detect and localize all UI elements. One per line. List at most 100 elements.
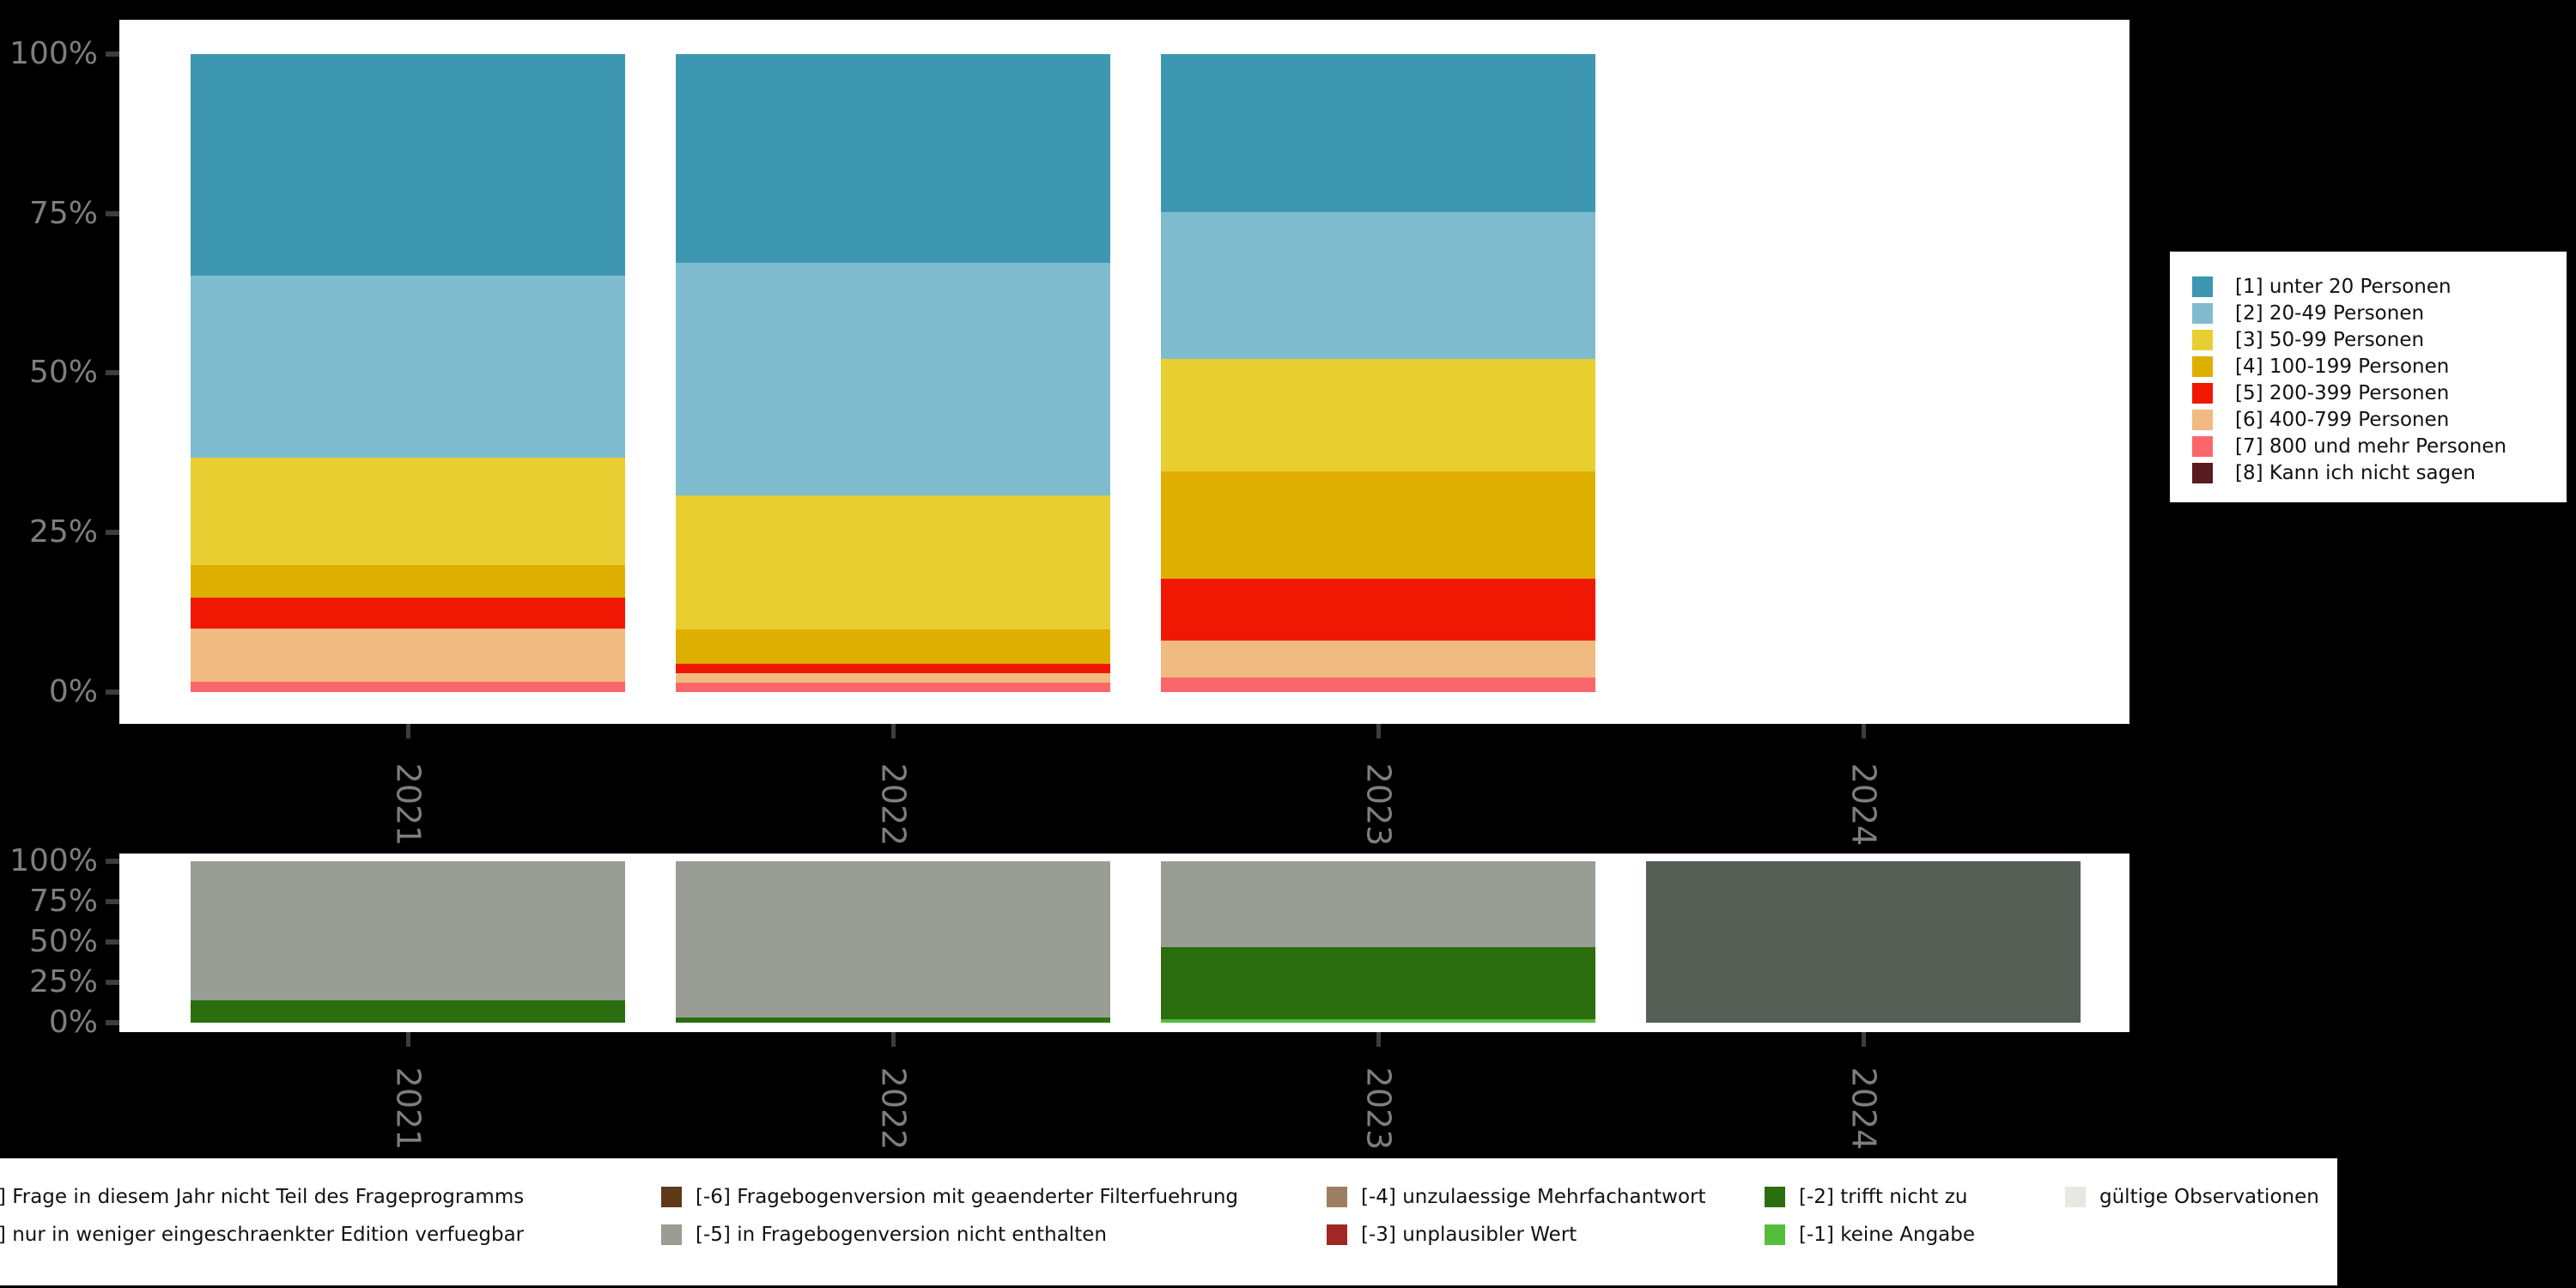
x-tick-label-2023: 2023 (1314, 740, 1443, 869)
legend-item-label: [4] 100-199 Personen (2235, 355, 2450, 378)
legend-item-label: [2] 20-49 Personen (2235, 302, 2425, 325)
bar-segment-2023-5 (1161, 578, 1595, 641)
bar-missing-values-2022 (676, 861, 1110, 1023)
bar-segment-2021-2 (191, 275, 625, 459)
y-tick-mark (106, 1020, 119, 1025)
x-tick-label-2024: 2024 (1799, 1044, 1928, 1173)
x-tick-label-text: 2022 (874, 1066, 912, 1151)
legend-item-label: [1] unter 20 Personen (2235, 276, 2451, 298)
bar-segment-2022--5 (676, 861, 1110, 1018)
x-tick-mark (1862, 724, 1866, 738)
legend-swatch (2192, 356, 2213, 377)
legend-item-label: gültige Observationen (2099, 1186, 2319, 1208)
bar-segment-2023-3 (1161, 359, 1595, 471)
legend-swatch (2065, 1187, 2086, 1207)
y-tick-mark (106, 939, 119, 945)
legend-item: [7] 800 und mehr Personen (2170, 434, 2567, 460)
main-legend: [1] unter 20 Personen [2] 20-49 Personen [… (2170, 252, 2567, 502)
x-tick-label-text: 2023 (1359, 762, 1397, 847)
y-tick-label: 50% (28, 924, 98, 959)
x-tick-mark (1862, 1032, 1866, 1047)
legend-item: [2] 20-49 Personen (2170, 301, 2567, 327)
legend-item-label: [-4] unzulaessige Mehrfachantwort (1361, 1186, 1706, 1208)
y-tick-mark (106, 899, 119, 904)
legend-item: [6] 400-799 Personen (2170, 407, 2567, 434)
answer-distribution-panel (119, 20, 2129, 724)
x-tick-label-text: 2022 (874, 762, 912, 847)
legend-item-label: [8] Kann ich nicht sagen (2235, 462, 2476, 484)
y-tick-mark (106, 211, 119, 216)
legend-swatch (2192, 436, 2213, 457)
x-tick-label-text: 2023 (1359, 1066, 1397, 1151)
y-tick-label: 100% (9, 36, 98, 71)
bar-segment-2023-6 (1161, 640, 1595, 677)
bar-answer-distribution-2021 (191, 54, 625, 692)
legend-item-label: [5] 200-399 Personen (2235, 382, 2450, 404)
legend-swatch (1765, 1187, 1785, 1207)
legend-item-label: [-5] in Fragebogenversion nicht enthalte… (696, 1224, 1107, 1246)
bar-segment-2023-7 (1161, 677, 1595, 692)
bar-segment-2023-2 (1161, 212, 1595, 360)
legend-item-label: [7] 800 und mehr Personen (2235, 435, 2507, 458)
bar-segment-2022-5 (676, 663, 1110, 673)
legend-item: [4] 100-199 Personen (2170, 354, 2567, 380)
missing-values-panel (119, 854, 2129, 1032)
bar-segment-2021--5 (191, 861, 625, 1000)
y-tick-mark (106, 859, 119, 864)
bar-segment-2023--5 (1161, 861, 1595, 947)
x-tick-label-text: 2021 (389, 1066, 427, 1151)
x-tick-label-2023: 2023 (1314, 1044, 1443, 1173)
bar-answer-distribution-2022 (676, 54, 1110, 692)
y-tick-label: 75% (28, 196, 98, 231)
x-tick-label-text: 2024 (1844, 1066, 1882, 1151)
bar-missing-values-2024 (1646, 861, 2081, 1023)
x-tick-mark (891, 724, 896, 738)
y-tick-mark (106, 690, 119, 695)
x-tick-mark (406, 724, 410, 738)
bar-segment-2022-7 (676, 682, 1110, 692)
x-tick-mark (406, 1032, 410, 1047)
legend-item-label: [-2] trifft nicht zu (1799, 1186, 1968, 1208)
y-tick-mark (106, 980, 119, 985)
bar-segment-2023-1 (1161, 54, 1595, 213)
x-tick-label-2022: 2022 (829, 740, 957, 869)
bar-segment-2022-1 (676, 54, 1110, 263)
legend-swatch (1765, 1224, 1785, 1245)
legend-item: [3] 50-99 Personen (2170, 327, 2567, 354)
legend-swatch (2192, 276, 2213, 297)
legend-swatch (661, 1187, 682, 1207)
x-tick-label-2024: 2024 (1799, 740, 1928, 869)
legend-swatch (2192, 330, 2213, 350)
y-tick-label: 75% (28, 884, 98, 919)
y-tick-label: 100% (9, 843, 98, 878)
bar-segment-2022-4 (676, 629, 1110, 664)
legend-item: [5] 200-399 Personen (2170, 380, 2567, 407)
legend-item-label: [-8] Frage in diesem Jahr nicht Teil des… (0, 1186, 525, 1208)
legend-item-label: [3] 50-99 Personen (2235, 329, 2425, 351)
x-tick-mark (1376, 724, 1381, 738)
legend-item-label: [-6] Fragebogenversion mit geaenderter F… (696, 1186, 1239, 1208)
legend-swatch (1327, 1187, 1347, 1207)
legend-item: [8] Kann ich nicht sagen (2170, 460, 2567, 487)
x-tick-label-text: 2024 (1844, 762, 1882, 847)
y-tick-mark (106, 370, 119, 375)
bar-segment-2022-6 (676, 672, 1110, 683)
legend-swatch (2192, 303, 2213, 324)
legend-item-label: [-1] keine Angabe (1799, 1224, 1976, 1246)
bar-segment-2021-7 (191, 682, 625, 692)
legend-swatch (661, 1224, 682, 1245)
legend-swatch (2192, 410, 2213, 430)
y-tick-label: 25% (28, 964, 98, 999)
y-tick-label: 0% (48, 674, 98, 709)
bar-segment-2022--2 (676, 1018, 1110, 1023)
x-tick-label-text: 2021 (389, 762, 427, 847)
bar-segment-2021-6 (191, 628, 625, 683)
bar-segment-2021-1 (191, 54, 625, 276)
bar-segment-2021-5 (191, 598, 625, 629)
bar-segment-2022-3 (676, 495, 1110, 630)
legend-item-label: [-3] unplausibler Wert (1361, 1224, 1577, 1246)
bar-segment-2023-4 (1161, 471, 1595, 579)
x-tick-mark (891, 1032, 896, 1047)
bar-answer-distribution-2023 (1161, 54, 1595, 692)
y-tick-mark (106, 530, 119, 535)
